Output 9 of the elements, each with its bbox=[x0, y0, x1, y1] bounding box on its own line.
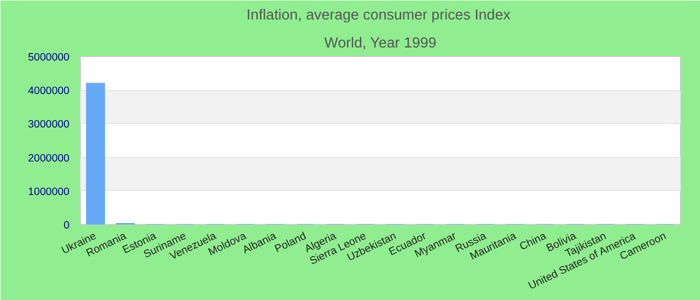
y-tick-label: 4000000 bbox=[28, 85, 70, 98]
y-tick-label: 1000000 bbox=[28, 186, 70, 198]
y-tick-label: 3000000 bbox=[28, 118, 70, 131]
y-tick-label: 2000000 bbox=[28, 152, 70, 164]
chart-subtitle: World, Year 1999 bbox=[324, 36, 436, 52]
chart-title: Inflation, average consumer prices Index bbox=[246, 8, 512, 24]
x-tick-label: China bbox=[518, 230, 548, 254]
y-tick-label: 5000000 bbox=[28, 52, 70, 64]
y-tick-label: 0 bbox=[64, 220, 70, 232]
